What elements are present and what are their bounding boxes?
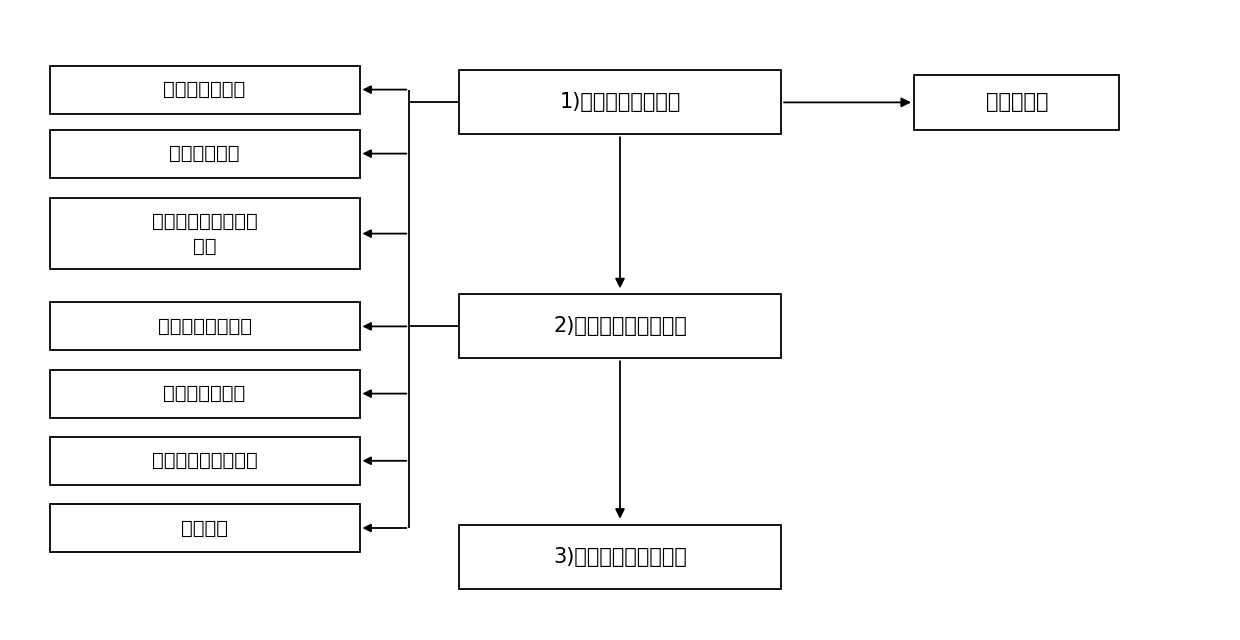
Text: 1)、地基固化层施工: 1)、地基固化层施工: [559, 92, 681, 113]
Bar: [50, 302, 360, 350]
Bar: [50, 504, 360, 552]
Text: 彩钢施工围挡: 彩钢施工围挡: [170, 144, 239, 163]
Bar: [50, 129, 360, 177]
Bar: [50, 198, 360, 269]
Text: 装配式钢结构围挡: 装配式钢结构围挡: [157, 317, 252, 336]
Text: 组合装配移动式临时
围挡: 组合装配移动式临时 围挡: [151, 212, 258, 255]
Text: 隔离栅施工围挡: 隔离栅施工围挡: [164, 80, 246, 99]
Bar: [50, 436, 360, 485]
Bar: [459, 294, 781, 358]
Bar: [50, 369, 360, 417]
Text: 装配式轻钢结构围挡: 装配式轻钢结构围挡: [151, 451, 258, 470]
Text: 3)、工程施工围挡检查: 3)、工程施工围挡检查: [553, 547, 687, 567]
Bar: [459, 70, 781, 134]
Bar: [50, 66, 360, 114]
Text: 桁架钢结构围挡: 桁架钢结构围挡: [164, 384, 246, 403]
Text: 2)、工程施工围挡设置: 2)、工程施工围挡设置: [553, 316, 687, 337]
Text: 砌体围挡: 砌体围挡: [181, 518, 228, 538]
Text: 地基固化层: 地基固化层: [986, 92, 1048, 113]
Bar: [459, 525, 781, 589]
Bar: [914, 76, 1118, 129]
